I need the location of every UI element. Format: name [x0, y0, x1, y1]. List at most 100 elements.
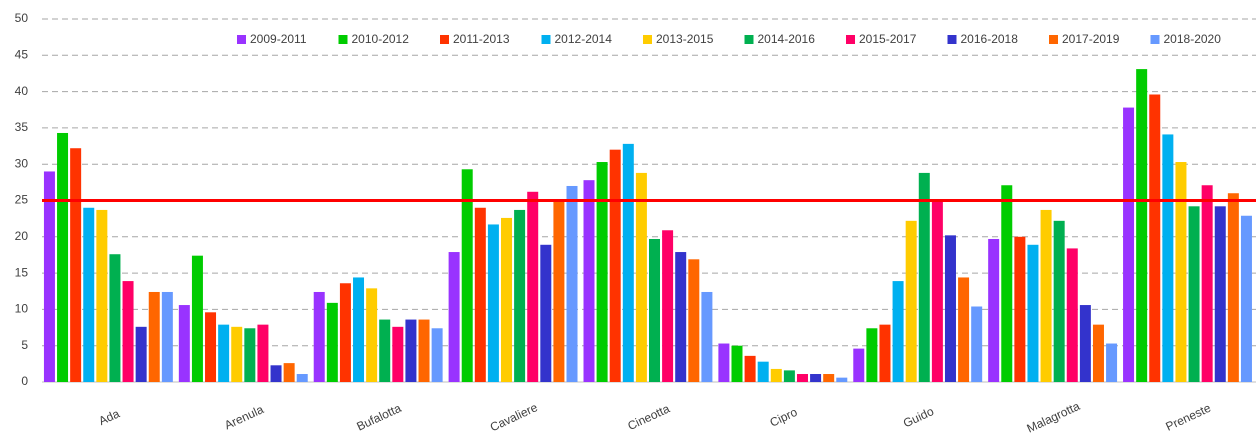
bar — [1201, 185, 1213, 382]
bar — [1175, 162, 1187, 382]
legend-label: 2015-2017 — [859, 32, 917, 46]
bar — [675, 252, 687, 382]
bar — [866, 328, 878, 382]
y-tick-label: 15 — [15, 265, 29, 279]
bar — [1053, 220, 1065, 382]
y-tick-label: 50 — [15, 11, 29, 25]
bar — [339, 283, 351, 382]
bar — [1162, 134, 1174, 382]
bar — [1106, 343, 1118, 382]
bar — [1136, 69, 1148, 383]
bar — [448, 252, 460, 382]
bar — [313, 291, 325, 382]
bar — [527, 191, 539, 382]
legend-label: 2010-2012 — [352, 32, 410, 46]
bar — [853, 348, 865, 382]
bar — [662, 230, 674, 382]
bar — [1092, 324, 1104, 382]
bar — [958, 277, 970, 382]
bar — [918, 172, 930, 382]
legend-label: 2016-2018 — [961, 32, 1019, 46]
legend-swatch — [237, 35, 246, 44]
legend-label: 2014-2016 — [758, 32, 816, 46]
bar — [326, 302, 338, 382]
x-tick-label: Arenula — [222, 402, 266, 432]
bar — [205, 312, 217, 382]
bar — [43, 171, 55, 382]
bar — [366, 288, 378, 382]
bar — [431, 328, 443, 382]
bar — [83, 207, 95, 382]
bar — [770, 368, 782, 382]
bar — [270, 365, 282, 382]
bar — [474, 207, 486, 382]
legend-swatch — [947, 35, 957, 44]
bar — [379, 319, 391, 382]
bar — [905, 220, 917, 382]
bar — [231, 326, 243, 382]
bar — [688, 259, 700, 382]
legend-swatch — [744, 35, 754, 44]
bar — [418, 319, 430, 382]
legend-swatch — [846, 35, 855, 44]
legend-swatch — [1150, 35, 1160, 44]
bar — [161, 291, 173, 382]
legend-label: 2018-2020 — [1164, 32, 1222, 46]
bar — [109, 254, 121, 382]
legend-label: 2017-2019 — [1062, 32, 1120, 46]
bar — [566, 185, 578, 382]
legend-label: 2011-2013 — [453, 32, 510, 46]
bar — [1123, 107, 1135, 383]
bar — [583, 180, 595, 382]
bar — [1014, 236, 1026, 382]
bar — [514, 209, 526, 382]
bar — [1001, 185, 1013, 382]
x-tick-label: Bufalotta — [354, 401, 403, 434]
bar — [57, 132, 69, 382]
bar — [1214, 206, 1226, 382]
y-tick-label: 20 — [15, 229, 29, 243]
bar — [931, 199, 943, 382]
bar — [649, 238, 660, 382]
y-tick-label: 45 — [15, 47, 29, 61]
legend-swatch — [541, 35, 551, 44]
legend-swatch — [338, 35, 348, 44]
y-tick-label: 25 — [15, 193, 29, 207]
x-tick-label: Preneste — [1163, 401, 1213, 434]
y-tick-label: 10 — [15, 302, 29, 316]
bar — [988, 238, 1000, 382]
bar — [96, 209, 108, 382]
legend-label: 2013-2015 — [656, 32, 714, 46]
bar — [257, 324, 269, 382]
x-tick-label: Ada — [96, 406, 122, 428]
bar — [783, 370, 795, 382]
y-tick-label: 5 — [21, 338, 28, 352]
x-tick-label: Guido — [901, 404, 936, 430]
bar — [392, 326, 404, 382]
bar — [823, 374, 835, 382]
bar — [1040, 209, 1052, 382]
bar — [1027, 244, 1039, 382]
bar — [718, 343, 730, 382]
bar — [1066, 248, 1078, 382]
bar — [283, 363, 295, 382]
legend-label: 2012-2014 — [555, 32, 613, 46]
y-tick-label: 30 — [15, 156, 29, 170]
bar — [1079, 305, 1091, 382]
bar — [810, 374, 822, 382]
bar — [540, 244, 552, 382]
bar — [405, 319, 417, 382]
bar — [757, 361, 769, 382]
bar — [553, 199, 565, 382]
bar — [1227, 193, 1239, 382]
bar — [353, 277, 365, 382]
x-tick-label: Cipro — [768, 405, 800, 430]
bar — [731, 345, 743, 382]
bar — [892, 281, 904, 382]
legend-swatch — [440, 35, 449, 44]
bar — [296, 374, 308, 382]
bar — [70, 148, 82, 382]
bar — [122, 281, 134, 382]
bar — [1240, 215, 1252, 382]
